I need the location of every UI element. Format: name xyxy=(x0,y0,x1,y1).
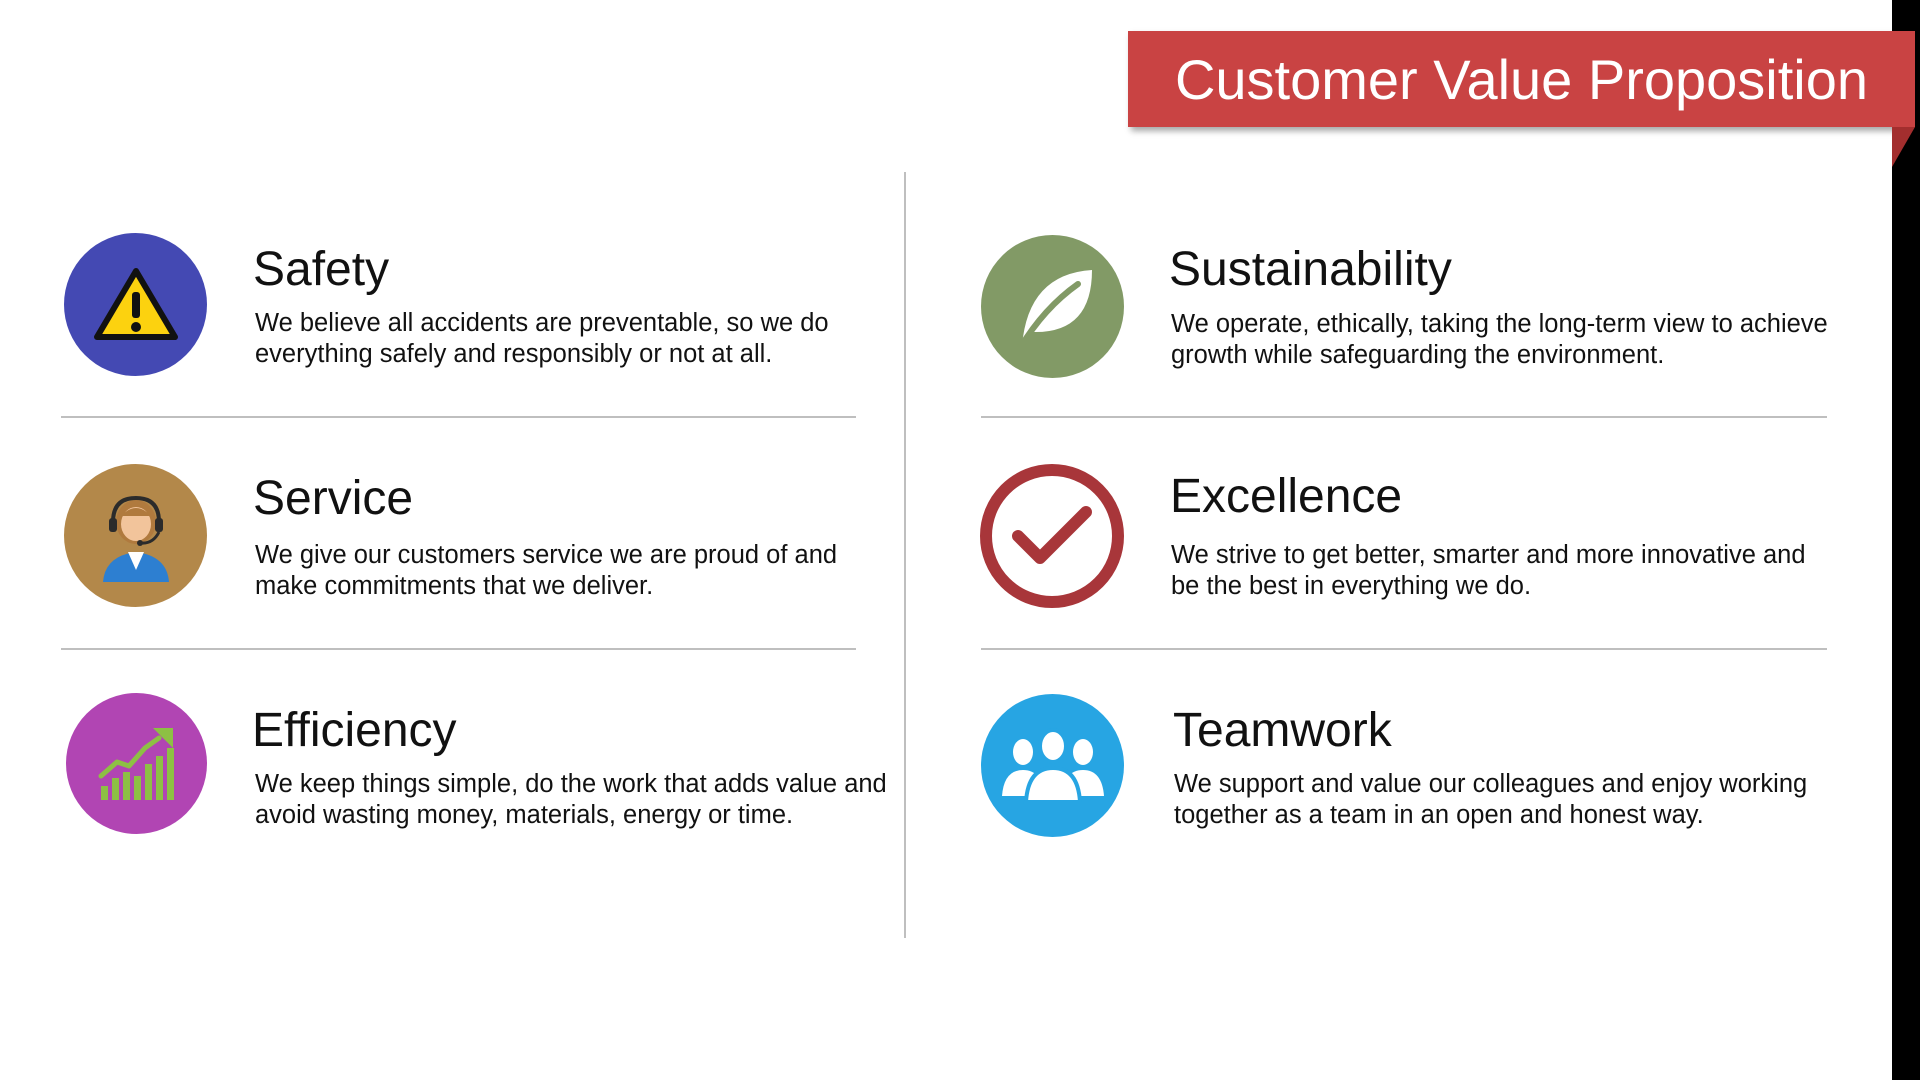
row-divider xyxy=(981,648,1827,650)
checkmark-icon xyxy=(980,464,1124,608)
team-icon xyxy=(981,694,1124,837)
card-description-service: We give our customers service we are pro… xyxy=(255,541,838,600)
banner-fold xyxy=(1892,127,1915,167)
growth-chart-icon xyxy=(66,693,207,834)
row-divider xyxy=(981,416,1827,418)
card-description-safety: We believe all accidents are preventable… xyxy=(255,309,829,368)
card-description-sustainability: We operate, ethically, taking the long-t… xyxy=(1171,310,1828,369)
leaf-icon xyxy=(981,235,1124,378)
card-description-teamwork: We support and value our colleagues and … xyxy=(1174,770,1808,829)
page-title: Customer Value Proposition xyxy=(1174,47,1869,111)
card-title-efficiency: Efficiency xyxy=(252,704,457,757)
card-title-sustainability: Sustainability xyxy=(1169,243,1452,296)
customer-service-agent-icon xyxy=(64,464,207,607)
card-description-efficiency: We keep things simple, do the work that … xyxy=(255,770,887,829)
right-edge-bar xyxy=(1892,0,1920,1080)
card-title-excellence: Excellence xyxy=(1170,470,1403,523)
card-title-service: Service xyxy=(253,472,414,525)
card-description-excellence: We strive to get better, smarter and mor… xyxy=(1171,541,1806,600)
row-divider xyxy=(61,648,856,650)
title-banner: Customer Value Proposition xyxy=(1128,31,1915,127)
warning-icon xyxy=(64,233,207,376)
card-title-teamwork: Teamwork xyxy=(1173,704,1392,757)
row-divider xyxy=(61,416,856,418)
column-divider xyxy=(904,172,906,938)
card-title-safety: Safety xyxy=(253,243,390,296)
